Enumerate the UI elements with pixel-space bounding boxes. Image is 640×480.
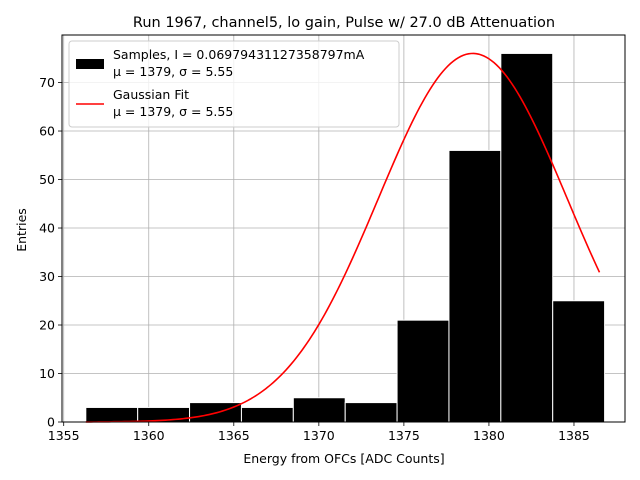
histogram-bar	[448, 149, 502, 423]
plot-area-frame	[61, 34, 626, 423]
x-tick-label: 1375	[388, 428, 420, 443]
y-tick-label: 70	[39, 75, 55, 90]
histogram-bar	[500, 52, 554, 423]
gaussian-fit	[85, 52, 601, 423]
histogram-bar	[344, 402, 398, 423]
legend-fit-stats: μ = 1379, σ = 5.55	[113, 104, 233, 119]
y-tick-label: 30	[39, 269, 55, 284]
histogram-bars	[85, 52, 606, 423]
y-axis-label: Entries	[14, 208, 29, 252]
x-tick-label: 1365	[218, 428, 250, 443]
x-tick-label: 1360	[133, 428, 165, 443]
legend-samples-stats: μ = 1379, σ = 5.55	[113, 64, 233, 79]
legend-fit-label: Gaussian Fit	[113, 87, 189, 102]
y-axis-ticks: 0 10 20 30 40 50 60 70	[39, 75, 62, 430]
histogram-bar	[396, 319, 450, 423]
histogram-bar	[292, 397, 346, 423]
x-tick-label: 1380	[473, 428, 505, 443]
gaussian-fit-line	[85, 52, 601, 423]
x-tick-label: 1355	[48, 428, 80, 443]
legend-samples-swatch	[76, 59, 104, 69]
x-axis-label: Energy from OFCs [ADC Counts]	[243, 451, 444, 466]
legend-samples-label: Samples, I = 0.06979431127358797mA	[113, 47, 365, 62]
chart-title: Run 1967, channel5, lo gain, Pulse w/ 27…	[133, 15, 555, 31]
y-tick-label: 50	[39, 172, 55, 187]
legend: Samples, I = 0.06979431127358797mA μ = 1…	[68, 40, 400, 128]
legend-frame	[68, 40, 400, 128]
x-tick-label: 1385	[558, 428, 590, 443]
y-tick-label: 0	[47, 415, 55, 430]
y-tick-label: 40	[39, 221, 55, 236]
y-tick-label: 20	[39, 318, 55, 333]
histogram-bar	[552, 300, 606, 423]
y-tick-label: 10	[39, 366, 55, 381]
histogram-bar	[240, 406, 294, 423]
histogram-bar	[85, 406, 139, 423]
x-axis-ticks: 1355 1360 1365 1370 1375 1380 1385	[48, 422, 590, 443]
y-tick-label: 60	[39, 124, 55, 139]
x-tick-label: 1370	[303, 428, 335, 443]
